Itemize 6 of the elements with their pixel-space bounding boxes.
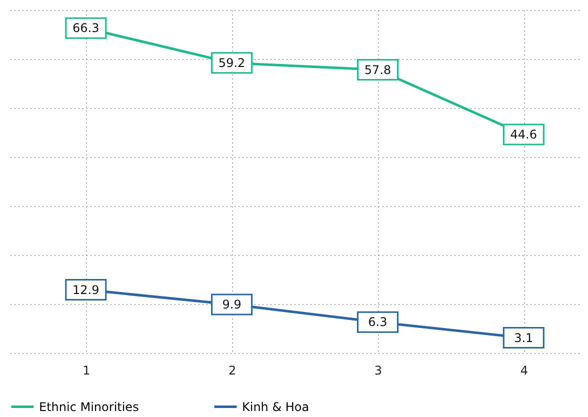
legend-label: Ethnic Minorities [39,400,139,414]
x-tick-label: 4 [520,364,528,378]
x-tick-label: 2 [228,364,236,378]
legend-label: Kinh & Hoa [242,400,310,414]
x-tick-label: 1 [82,364,90,378]
x-tick-label: 3 [374,364,382,378]
